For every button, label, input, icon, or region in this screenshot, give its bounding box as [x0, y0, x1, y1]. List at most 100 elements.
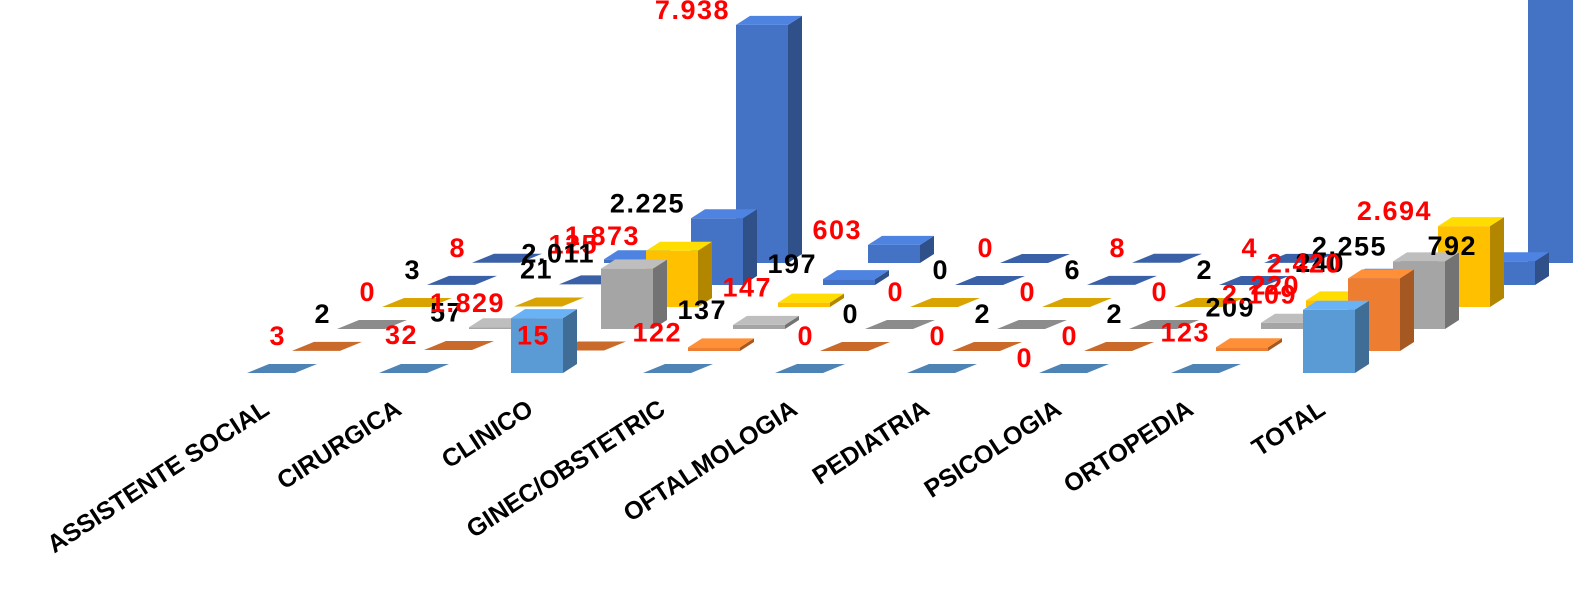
bar-front-face — [868, 244, 920, 263]
data-label: 2.011 — [521, 239, 595, 269]
data-label: 220 — [1250, 270, 1300, 300]
bar-top-face — [955, 276, 1025, 285]
data-labels-layer: 81257.9386030849.4783212.225197062240792… — [269, 0, 1477, 373]
bar-4-1 — [382, 298, 452, 307]
bar-side-face — [1268, 338, 1282, 351]
data-label: 137 — [677, 295, 727, 325]
bar-side-face — [875, 270, 889, 285]
bar-6-1 — [472, 253, 542, 263]
bar-3-6 — [997, 319, 1067, 329]
bar-4-4 — [778, 293, 844, 307]
data-label: 2 — [1196, 255, 1213, 285]
bar-top-face — [382, 298, 452, 307]
data-label: 15 — [517, 321, 550, 351]
bar-6-9 — [1528, 0, 1573, 263]
bar-front-face — [601, 268, 653, 329]
bar-side-face — [830, 293, 844, 307]
bar-5-6 — [1087, 275, 1157, 285]
bar-5-5 — [955, 276, 1025, 285]
bar-top-face — [1303, 300, 1369, 310]
bar-top-face — [1438, 217, 1504, 227]
bar-top-face — [514, 297, 584, 307]
bar-top-face — [823, 270, 889, 280]
bar-top-face — [511, 309, 577, 319]
bar-1-5 — [775, 364, 845, 373]
bar-top-face — [1264, 253, 1334, 263]
bar-top-face — [601, 259, 667, 269]
data-label: 2.420 — [1267, 248, 1342, 278]
data-label: 2.109 — [1222, 280, 1297, 310]
bar-top-face — [736, 15, 802, 25]
bar-2-8 — [1216, 338, 1282, 351]
bar-top-face — [337, 319, 407, 329]
bar-5-7 — [1219, 275, 1289, 285]
bar-2-6 — [952, 342, 1022, 351]
bar-side-face — [920, 235, 934, 263]
data-label: 792 — [1427, 231, 1477, 261]
category-label: ASSISTENTE SOCIAL — [42, 395, 274, 559]
bar-top-face — [1084, 342, 1154, 351]
bar-1-7 — [1039, 364, 1109, 373]
bar-top-face — [1171, 364, 1241, 373]
data-label: 1.829 — [430, 288, 505, 318]
bar-top-face — [1348, 269, 1414, 279]
bar-top-face — [427, 275, 497, 285]
data-label: 1.873 — [565, 221, 640, 251]
bar-top-face — [643, 364, 713, 373]
bar-side-face — [1445, 252, 1459, 329]
bar-4-2 — [514, 297, 584, 307]
bar-2-1 — [292, 341, 362, 351]
bar-top-face — [1393, 252, 1459, 262]
data-label: 2 — [974, 299, 991, 329]
bar-side-face — [698, 241, 712, 307]
data-label: 3 — [404, 255, 421, 285]
bar-front-face — [778, 302, 830, 307]
bar-front-face — [1261, 322, 1313, 329]
data-label: 147 — [722, 273, 772, 303]
data-label: 125 — [548, 229, 598, 259]
bar-top-face — [1129, 319, 1199, 329]
bar-top-face — [865, 320, 935, 329]
data-label: 0 — [1151, 277, 1168, 307]
bar-1-8 — [1171, 364, 1241, 373]
bar-side-face — [743, 209, 757, 285]
data-label: 0 — [1061, 321, 1078, 351]
bar-top-face — [1174, 298, 1244, 307]
bar-top-face — [952, 342, 1022, 351]
data-label: 2.255 — [1312, 231, 1387, 261]
bar-6-6 — [1132, 253, 1202, 263]
bar-1-2 — [379, 364, 449, 373]
bar-top-face — [820, 342, 890, 351]
bar-1-1 — [247, 364, 317, 373]
bar-front-face — [1216, 347, 1268, 351]
bar-4-6 — [1042, 298, 1112, 307]
data-label: 0 — [797, 321, 814, 351]
data-label: 0 — [887, 277, 904, 307]
bar-5-1 — [427, 275, 497, 285]
data-label: 0 — [932, 255, 949, 285]
data-label: 0 — [929, 321, 946, 351]
data-label: 0 — [359, 277, 376, 307]
bar-side-face — [1490, 217, 1504, 307]
bar-2-4 — [688, 338, 754, 351]
data-label: 2.225 — [610, 188, 685, 218]
bar-top-face — [379, 364, 449, 373]
bar-top-face — [292, 341, 362, 351]
data-label: 2 — [1106, 299, 1123, 329]
bars-layer — [247, 0, 1573, 373]
bar-top-face — [688, 338, 754, 348]
category-label: ORTOPEDIA — [1059, 395, 1199, 499]
bar-1-3 — [511, 309, 577, 373]
bar-2-2 — [424, 341, 494, 351]
bar-side-face — [788, 15, 802, 263]
bar-front-face — [733, 324, 785, 329]
bar-front-face — [688, 347, 740, 351]
bar-side-face — [1355, 300, 1369, 373]
data-label: 8 — [1109, 233, 1126, 263]
bar-top-face — [1042, 298, 1112, 307]
bar-side-face — [653, 259, 667, 329]
data-label: 3 — [269, 321, 286, 351]
bar-top-face — [868, 235, 934, 245]
bar-front-face — [469, 327, 521, 329]
